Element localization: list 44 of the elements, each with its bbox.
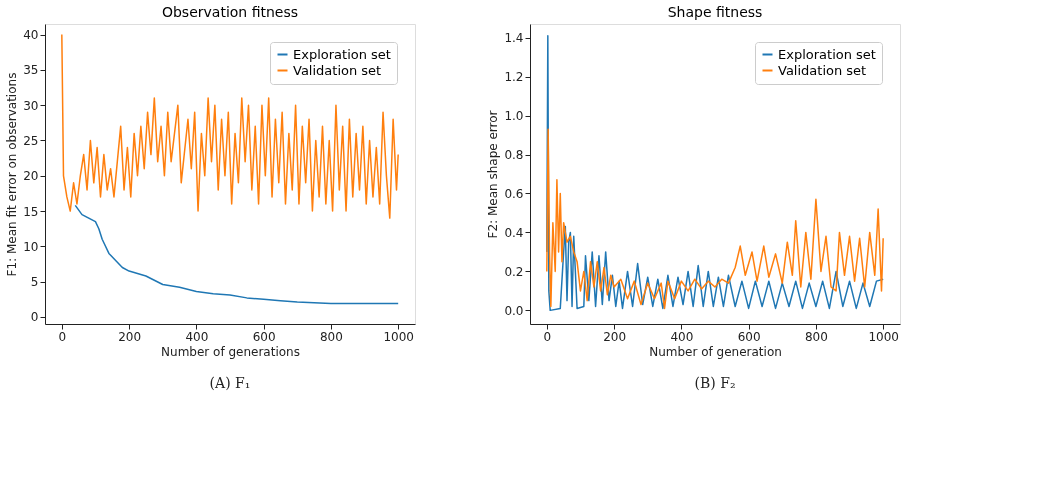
y-tick-label: 0.8 (504, 148, 524, 163)
y-tick-label: 1.0 (504, 109, 524, 124)
x-axis-title: Number of generations (161, 344, 300, 359)
y-axis-title: F1: Mean fit error on observations (5, 72, 20, 277)
y-axis-title: F2: Mean shape error (486, 110, 501, 239)
x-tick-label: 200 (603, 329, 627, 344)
x-tick-label: 0 (543, 329, 552, 344)
x-tick-label: 1000 (383, 329, 414, 344)
legend-label: Exploration set (293, 46, 391, 62)
x-tick-label: 800 (319, 329, 343, 344)
y-tick-label: 15 (23, 204, 39, 219)
y-tick-label: 0.0 (504, 303, 524, 318)
y-tick-label: 40 (23, 28, 39, 43)
y-tick-label: 10 (23, 239, 39, 254)
y-tick-label: 1.2 (504, 70, 524, 85)
line-series (74, 204, 399, 305)
y-tick-label: 5 (30, 275, 39, 290)
x-tick-label: 0 (58, 329, 67, 344)
x-tick-label: 1000 (868, 329, 899, 344)
y-tick-label: 20 (23, 169, 39, 184)
chart-title: Observation fitness (161, 4, 299, 20)
line-series (61, 33, 399, 219)
chart-title: Shape fitness (667, 4, 763, 20)
y-tick-label: 30 (23, 98, 39, 113)
x-tick-label: 800 (804, 329, 828, 344)
legend-label: Exploration set (778, 46, 876, 62)
text: (B) F₂ (694, 375, 736, 391)
x-tick-label: 400 (185, 329, 209, 344)
y-tick-label: 0.4 (504, 225, 524, 240)
legend-label: Validation set (778, 62, 867, 78)
x-tick-label: 600 (737, 329, 761, 344)
x-tick-label: 400 (670, 329, 694, 344)
x-axis-title: Number of generation (649, 344, 782, 359)
text: (A) F₁ (209, 375, 251, 391)
y-tick-label: 35 (23, 63, 39, 78)
x-tick-label: 600 (252, 329, 276, 344)
y-tick-label: 0.6 (504, 186, 524, 201)
legend-label: Validation set (293, 62, 382, 78)
x-tick-label: 200 (118, 329, 142, 344)
line-series (546, 128, 884, 310)
y-tick-label: 0.2 (504, 264, 524, 279)
y-tick-label: 0 (30, 310, 39, 325)
y-tick-label: 1.4 (504, 31, 524, 46)
y-tick-label: 25 (23, 133, 39, 148)
